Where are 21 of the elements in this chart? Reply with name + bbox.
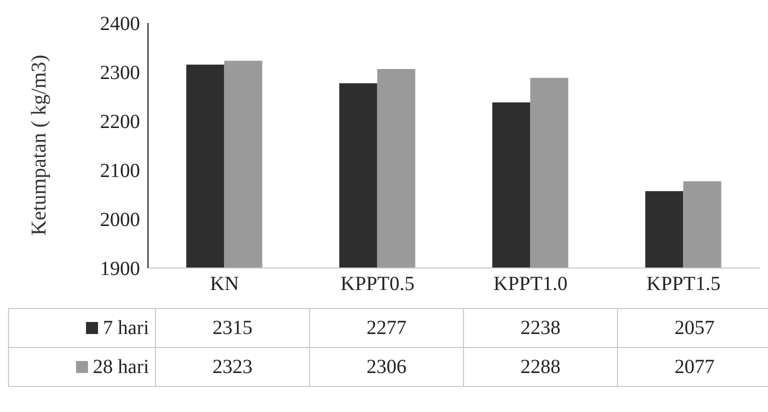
legend-label: 7 hari [8, 308, 156, 348]
x-tick-label: KPPT1.0 [494, 273, 568, 296]
legend-label: 28 hari [8, 348, 156, 386]
y-tick-label: 2300 [100, 62, 140, 84]
y-tick-label: 2400 [100, 13, 140, 36]
data-label: 2306 [310, 348, 464, 386]
x-tick-label: KPPT0.5 [340, 273, 414, 296]
y-axis-title: Ketumpatan ( kg/m3) [26, 54, 50, 236]
data-label: 2323 [156, 348, 310, 386]
data-label: 2057 [618, 308, 768, 348]
y-tick-label: 2100 [100, 160, 140, 182]
data-label: 2288 [464, 348, 618, 386]
y-tick-label: 2200 [100, 111, 140, 134]
x-tick-label: KPPT1.5 [646, 273, 720, 296]
data-label: 2238 [464, 308, 618, 348]
data-label: 2277 [310, 308, 464, 348]
y-tick-label: 1900 [100, 258, 140, 280]
y-tick-label: 2000 [100, 209, 140, 232]
data-label: 2077 [618, 348, 768, 386]
data-label: 2315 [156, 308, 310, 348]
x-tick-label: KN [210, 273, 239, 296]
